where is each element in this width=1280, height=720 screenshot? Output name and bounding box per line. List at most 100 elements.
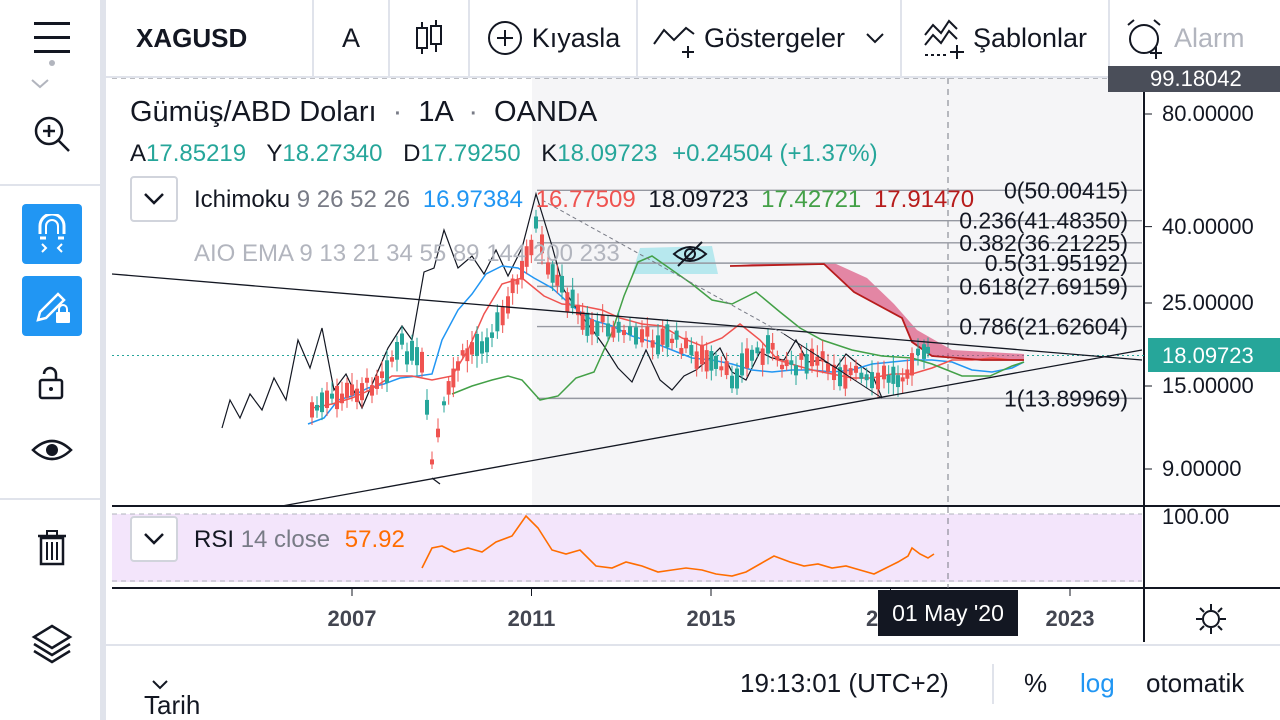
candle-body (820, 351, 825, 362)
rsi-line (421, 514, 935, 577)
legend-interval: 1A (418, 96, 453, 128)
visibility-button[interactable] (22, 420, 82, 480)
trash-icon (38, 530, 66, 566)
unlock-button[interactable] (22, 352, 82, 412)
fib-level-label: 0.5(31.95192) (985, 250, 1128, 276)
date-range-button[interactable]: Tarih Aralığı (144, 668, 200, 720)
crosshair-time-label: 01 May '20 (878, 590, 1018, 636)
chart-area[interactable]: 0(50.00415) 0.236(41.48350) 0.382(36.21225… (112, 66, 1280, 642)
rsi-value: 57.92 (344, 526, 405, 553)
alarm-button[interactable]: Alarm (1110, 0, 1280, 76)
chart-legend-title: Gümüş/ABD Doları · 1A · OANDA (130, 96, 597, 129)
trendline-anchor (431, 477, 441, 485)
ichimoku-legend[interactable]: Ichimoku 9 26 52 26 16.97384 16.77509 18… (194, 186, 974, 214)
ichimoku-conversion-value: 16.77509 (535, 186, 636, 213)
candle-body (876, 372, 880, 390)
candle-body (555, 274, 560, 286)
alarm-label: Alarm (1174, 22, 1245, 53)
collapse-rsi-button[interactable] (130, 516, 178, 562)
layers-button[interactable] (22, 614, 82, 674)
fib-level-label: 0.618(27.69159) (959, 273, 1128, 299)
candle-body (524, 246, 529, 267)
legend-exchange: OANDA (494, 96, 598, 128)
candle-body (770, 342, 775, 350)
candle-body (916, 348, 920, 356)
candle-body (415, 347, 419, 366)
layers-icon (31, 624, 73, 664)
interval-button[interactable]: A (314, 0, 390, 76)
interval-label: A (341, 22, 360, 53)
chevron-down-icon (152, 680, 168, 690)
legend-separator: · (392, 96, 403, 128)
zoom-in-icon (34, 116, 70, 152)
candle-body (400, 333, 404, 345)
time-axis-tick: 2015 (686, 606, 736, 631)
candle-body (684, 337, 688, 349)
close-label: K (541, 140, 558, 167)
crosshair-time-value: 01 May '20 (892, 599, 1004, 626)
zoom-button[interactable] (22, 104, 82, 164)
delete-button[interactable] (22, 518, 82, 578)
candle-body (340, 393, 344, 404)
legend-separator: · (468, 96, 478, 128)
percent-scale-button[interactable]: % (1024, 668, 1048, 698)
hidden-eye-icon[interactable] (672, 238, 708, 270)
templates-button[interactable]: Şablonlar (902, 0, 1110, 76)
auto-scale-button[interactable]: otomatik (1146, 668, 1245, 698)
collapse-indicators-button[interactable] (130, 176, 178, 222)
magnet-button[interactable] (22, 204, 82, 264)
left-toolbar (0, 0, 106, 720)
bottom-bar: Tarih Aralığı 19:13:01 (UTC+2) % log oto… (106, 644, 1280, 720)
menu-button[interactable] (22, 8, 82, 68)
candle-body (410, 340, 414, 361)
candle-body (430, 459, 434, 465)
candle-body (506, 296, 510, 314)
bottom-divider (992, 664, 994, 704)
templates-icon (924, 19, 964, 59)
indicators-button[interactable]: Göstergeler (638, 0, 902, 76)
candle-body (826, 363, 830, 372)
candle-body (550, 264, 555, 283)
close-value: 18.09723 (557, 140, 658, 167)
candle-body (640, 329, 644, 343)
chart-type-button[interactable] (390, 0, 470, 76)
candle-body (611, 326, 616, 338)
candle-body (660, 328, 665, 345)
rsi-band-bg (112, 514, 1142, 582)
candle-body (570, 289, 575, 309)
rsi-axis-label: 100.00 (1162, 504, 1229, 530)
last-price-label: 18.09723 (1148, 338, 1280, 372)
candle-body (616, 321, 621, 333)
templates-label: Şablonlar (972, 22, 1088, 53)
price-axis-tick: 40.00000 (1162, 213, 1254, 239)
rsi-legend[interactable]: RSI 14 close 57.92 (194, 526, 405, 554)
candle-body (775, 356, 780, 361)
candle-body (922, 344, 926, 359)
aio-ema-legend[interactable]: AIO EMA 9 13 21 34 55 89 144 200 233 (194, 240, 620, 268)
chevron-down-icon (31, 79, 49, 89)
candle-body (540, 234, 544, 254)
chart-canvas[interactable]: 0(50.00415) 0.236(41.48350)0.382(36.21225… (112, 78, 1280, 642)
log-scale-button[interactable]: log (1080, 668, 1115, 698)
candle-body (910, 353, 914, 376)
change-value: +0.24504 (+1.37%) (672, 140, 878, 167)
compare-button[interactable]: Kıyasla (470, 0, 638, 76)
candle-body (485, 337, 489, 353)
candle-body (882, 365, 886, 380)
ichimoku-lagging-value: 18.09723 (648, 186, 749, 213)
symbol-search-button[interactable]: XAGUSD (106, 0, 314, 76)
candle-body (365, 377, 369, 383)
clock-display[interactable]: 19:13:01 (UTC+2) (740, 668, 949, 698)
settings-icon[interactable] (1194, 602, 1228, 636)
candle-body (730, 375, 734, 389)
candle-body (891, 366, 896, 384)
alarm-clock-icon (1127, 19, 1162, 59)
candle-body (360, 383, 364, 401)
candle-body (370, 385, 374, 396)
last-price-value: 18.09723 (1162, 343, 1254, 368)
high-label: Y (266, 140, 283, 167)
candle-body (766, 335, 770, 354)
candle-body (760, 348, 765, 365)
range-highlight (532, 78, 1142, 506)
lock-drawings-button[interactable] (22, 276, 82, 336)
